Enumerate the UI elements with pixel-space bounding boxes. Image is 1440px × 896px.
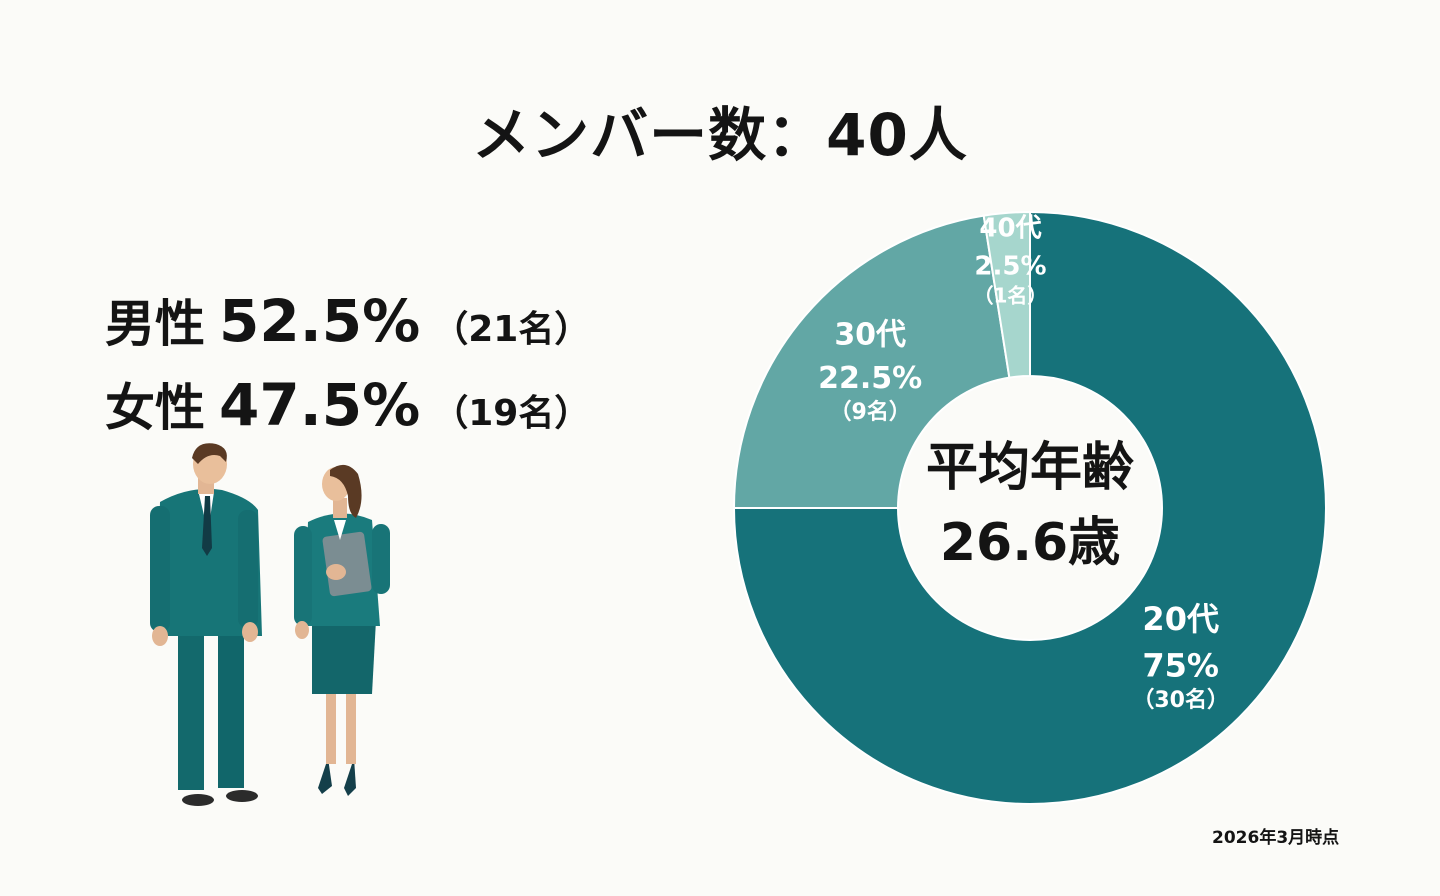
woman-figure bbox=[294, 464, 390, 796]
donut-segment-2 bbox=[732, 214, 1011, 509]
segment-1-count-label: （30名） bbox=[1132, 687, 1229, 713]
center-value: 26.6歳 bbox=[940, 513, 1120, 573]
man-figure bbox=[150, 443, 262, 806]
as-of-date: 2026年3月時点 bbox=[1212, 828, 1340, 848]
business-people-illustration bbox=[150, 443, 390, 806]
segment-3-count-label: （1名） bbox=[974, 283, 1048, 307]
page-title: メンバー数：40人 bbox=[472, 101, 968, 169]
segment-2-value-label: 22.5% bbox=[818, 361, 922, 396]
segment-1-value-label: 75% bbox=[1142, 646, 1219, 684]
male-count: （21名） bbox=[432, 309, 591, 350]
male-label: 男性 bbox=[105, 295, 205, 353]
female-count: （19名） bbox=[432, 393, 591, 434]
donut-segment-3 bbox=[982, 210, 1031, 379]
segment-1-category-label: 20代 bbox=[1142, 600, 1219, 638]
segment-2-category-label: 30代 bbox=[834, 318, 906, 353]
male-percent: 52.5% bbox=[219, 287, 421, 355]
female-label: 女性 bbox=[105, 379, 205, 437]
segment-3-value-label: 2.5% bbox=[974, 251, 1046, 281]
center-label: 平均年齢 bbox=[926, 438, 1134, 498]
male-ratio: 男性 52.5% （21名） bbox=[105, 284, 590, 356]
donut-segment-1 bbox=[732, 210, 1327, 805]
female-percent: 47.5% bbox=[219, 371, 421, 439]
segment-2-count-label: （9名） bbox=[830, 399, 911, 425]
female-ratio: 女性 47.5% （19名） bbox=[105, 368, 590, 440]
segment-3-category-label: 40代 bbox=[979, 214, 1041, 244]
